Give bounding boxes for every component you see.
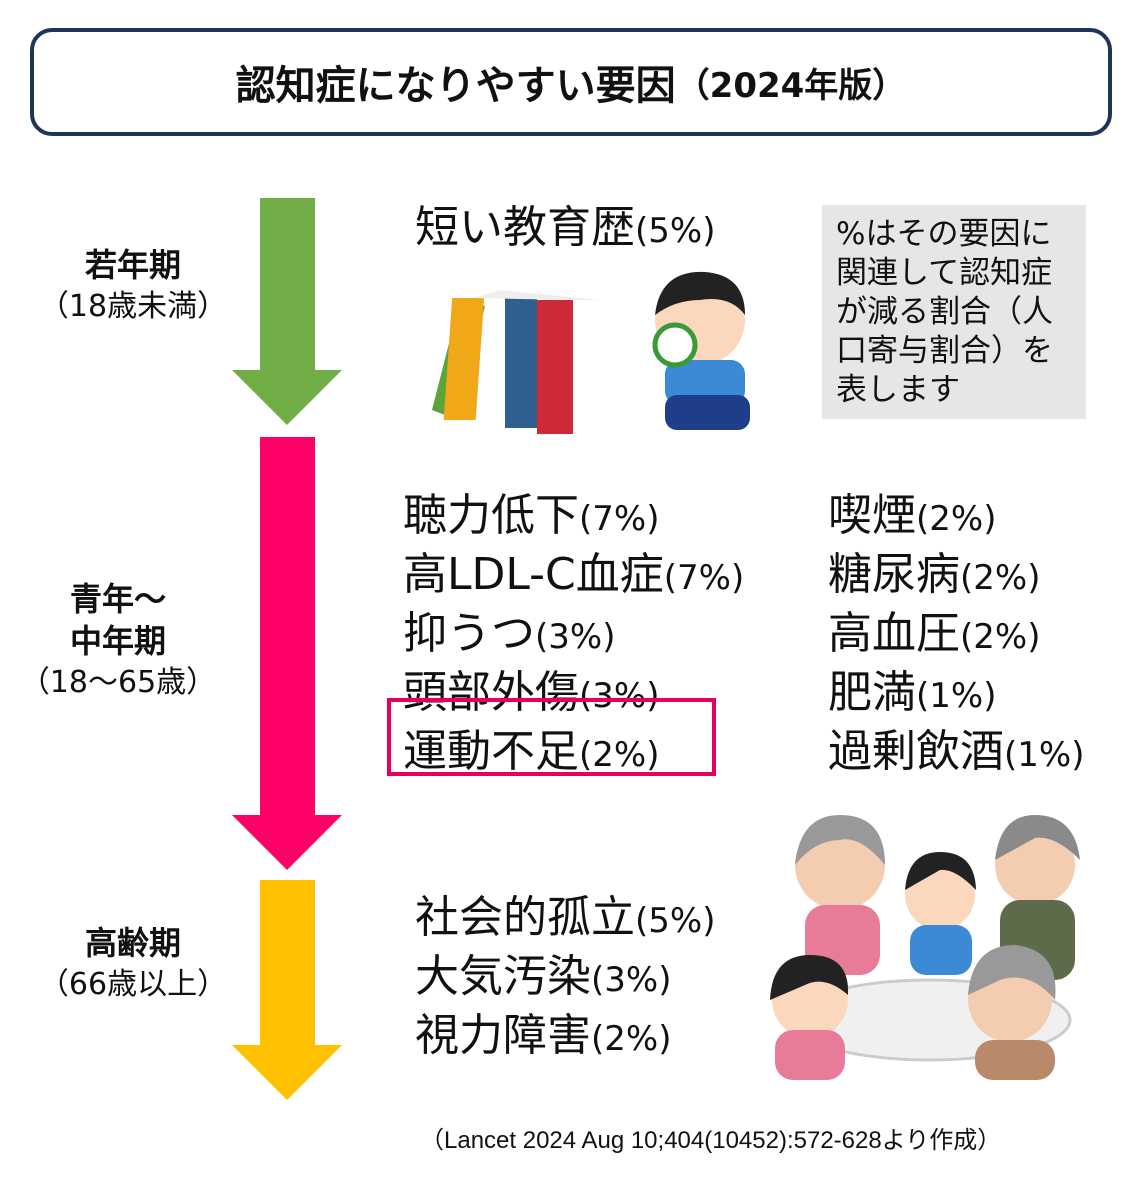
midlife-arrow — [232, 437, 342, 870]
factor-name: 糖尿病 — [828, 549, 960, 600]
factor-pct: (3%) — [535, 617, 616, 657]
stage-late: 高齢期 （66歳以上） — [23, 922, 243, 1006]
factor-name: 視力障害 — [415, 1010, 591, 1061]
factor-item: 高LDL-C血症(7%) — [403, 547, 744, 606]
factor-pct: (7%) — [579, 499, 660, 539]
stage-range: （66歳以上） — [38, 967, 228, 1002]
factor-item: 聴力低下(7%) — [403, 488, 744, 547]
factor-item: 抑うつ(3%) — [403, 606, 744, 665]
factor-item: 短い教育歴(5%) — [415, 200, 715, 259]
factor-pct: (2%) — [960, 558, 1041, 598]
factor-pct: (3%) — [579, 676, 660, 716]
elderly-group-illustration — [770, 815, 1080, 1080]
stage-range: （18～65歳） — [19, 665, 217, 700]
child-with-magnifier-illustration — [652, 271, 750, 430]
factor-item: 喫煙(2%) — [828, 488, 1084, 547]
highlight-box — [387, 698, 716, 776]
factor-item: 過剰飲酒(1%) — [828, 724, 1084, 783]
factor-name: 高LDL-C血症 — [403, 549, 664, 600]
title-year: （2024年版） — [675, 65, 907, 106]
factor-name: 頭部外傷 — [403, 667, 579, 718]
factor-name: 聴力低下 — [403, 490, 579, 541]
title-box: 認知症になりやすい要因 （2024年版） — [30, 28, 1112, 136]
books-illustration — [432, 290, 600, 434]
citation: （Lancet 2024 Aug 10;404(10452):572-628より… — [420, 1127, 1002, 1154]
stage-midlife: 青年～ 中年期 （18～65歳） — [8, 578, 228, 704]
factor-name: 社会的孤立 — [415, 892, 635, 943]
stage-youth: 若年期 （18歳未満） — [23, 244, 243, 328]
factor-name: 喫煙 — [828, 490, 916, 541]
note-box: %はその要因に関連して認知症が減る割合（人口寄与割合）を表します — [822, 205, 1086, 419]
late-arrow — [232, 880, 342, 1100]
stage-name: 若年期 — [84, 246, 181, 284]
factor-item: 頭部外傷(3%) — [403, 665, 744, 724]
factor-item: 肥満(1%) — [828, 665, 1084, 724]
factor-pct: (1%) — [916, 676, 997, 716]
stage-name: 高齢期 — [84, 924, 181, 962]
factor-pct: (1%) — [1004, 735, 1085, 775]
factor-name: 過剰飲酒 — [828, 726, 1004, 777]
factor-item: 糖尿病(2%) — [828, 547, 1084, 606]
midlife-right-list: 喫煙(2%) 糖尿病(2%) 高血圧(2%) 肥満(1%) 過剰飲酒(1%) — [828, 488, 1084, 783]
youth-arrow — [232, 198, 342, 425]
factor-pct: (2%) — [591, 1019, 672, 1059]
factor-pct: (5%) — [635, 211, 716, 251]
factor-name: 高血圧 — [828, 608, 960, 659]
factor-name: 短い教育歴 — [415, 202, 635, 253]
factor-pct: (2%) — [916, 499, 997, 539]
stage-name: 青年～ 中年期 — [69, 580, 166, 660]
factor-name: 肥満 — [828, 667, 916, 718]
factor-name: 抑うつ — [403, 608, 535, 659]
factor-item: 高血圧(2%) — [828, 606, 1084, 665]
stage-range: （18歳未満） — [38, 289, 228, 324]
factor-pct: (7%) — [663, 558, 745, 598]
factor-pct: (2%) — [960, 617, 1041, 657]
factor-item: 視力障害(2%) — [415, 1008, 715, 1067]
factor-item: 運動不足(2%) — [403, 724, 744, 783]
factor-item: 大気汚染(3%) — [415, 949, 715, 1008]
factor-pct: (2%) — [579, 735, 660, 775]
factor-pct: (3%) — [591, 960, 672, 1000]
midlife-left-list: 聴力低下(7%) 高LDL-C血症(7%) 抑うつ(3%) 頭部外傷(3%) 運… — [403, 488, 744, 783]
factor-pct: (5%) — [635, 901, 716, 941]
late-list: 社会的孤立(5%) 大気汚染(3%) 視力障害(2%) — [415, 890, 715, 1067]
factor-item: 社会的孤立(5%) — [415, 890, 715, 949]
factor-name: 運動不足 — [403, 726, 579, 777]
title: 認知症になりやすい要因 — [235, 63, 676, 109]
factor-name: 大気汚染 — [415, 951, 591, 1002]
